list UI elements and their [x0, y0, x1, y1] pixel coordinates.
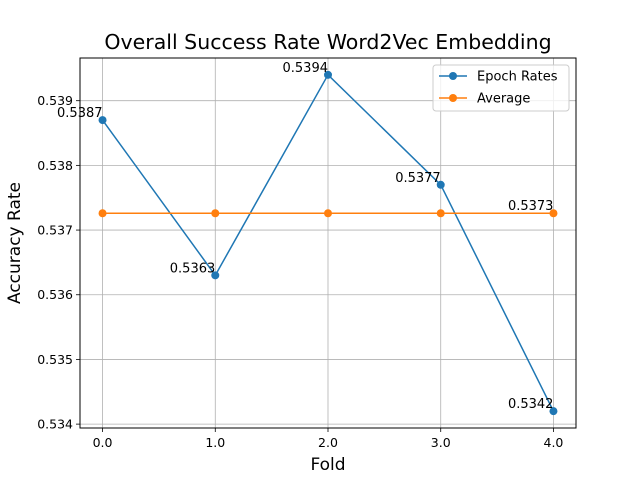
y-tick-label: 0.539: [37, 93, 73, 108]
series-lines: [98, 70, 558, 416]
data-label: 0.5342: [508, 397, 554, 412]
data-label: 0.5394: [283, 61, 329, 76]
y-tick-label: 0.536: [37, 287, 73, 302]
x-axis: 0.0 1.0 2.0 3.0 4.0: [93, 428, 564, 450]
data-point: [211, 271, 220, 280]
chart-title: Overall Success Rate Word2Vec Embedding: [104, 30, 551, 54]
data-point: [324, 70, 332, 79]
data-labels: 0.5387 0.5363 0.5394 0.5377 0.5342 0.5373: [57, 61, 553, 412]
legend-marker: [449, 72, 457, 80]
legend-marker: [449, 94, 457, 102]
x-axis-title: Fold: [310, 455, 345, 475]
y-tick-label: 0.534: [37, 417, 73, 432]
y-tick-label: 0.538: [37, 158, 73, 173]
x-tick-label: 2.0: [318, 435, 338, 450]
legend-entry-label: Epoch Rates: [477, 70, 558, 85]
data-point: [436, 180, 445, 189]
x-tick-label: 4.0: [544, 435, 564, 450]
x-tick-label: 0.0: [93, 435, 113, 450]
y-axis: 0.534 0.535 0.536 0.537 0.538 0.539: [37, 93, 80, 432]
data-point: [549, 407, 558, 416]
data-point: [549, 209, 558, 218]
data-label: 0.5377: [395, 171, 441, 186]
x-tick-label: 3.0: [431, 435, 451, 450]
y-tick-label: 0.535: [37, 352, 73, 367]
data-point: [98, 116, 107, 125]
legend-entry-label: Average: [477, 92, 530, 107]
data-point: [98, 209, 107, 218]
legend: Epoch Rates Average: [432, 64, 570, 112]
data-label: 0.5387: [57, 106, 103, 121]
x-tick-label: 1.0: [205, 435, 225, 450]
data-point: [436, 209, 445, 218]
data-point: [324, 209, 332, 218]
y-tick-label: 0.537: [37, 223, 73, 238]
data-label: 0.5363: [170, 261, 216, 276]
y-axis-title: Accuracy Rate: [5, 182, 25, 304]
data-point: [211, 209, 220, 218]
average-label: 0.5373: [508, 199, 554, 214]
